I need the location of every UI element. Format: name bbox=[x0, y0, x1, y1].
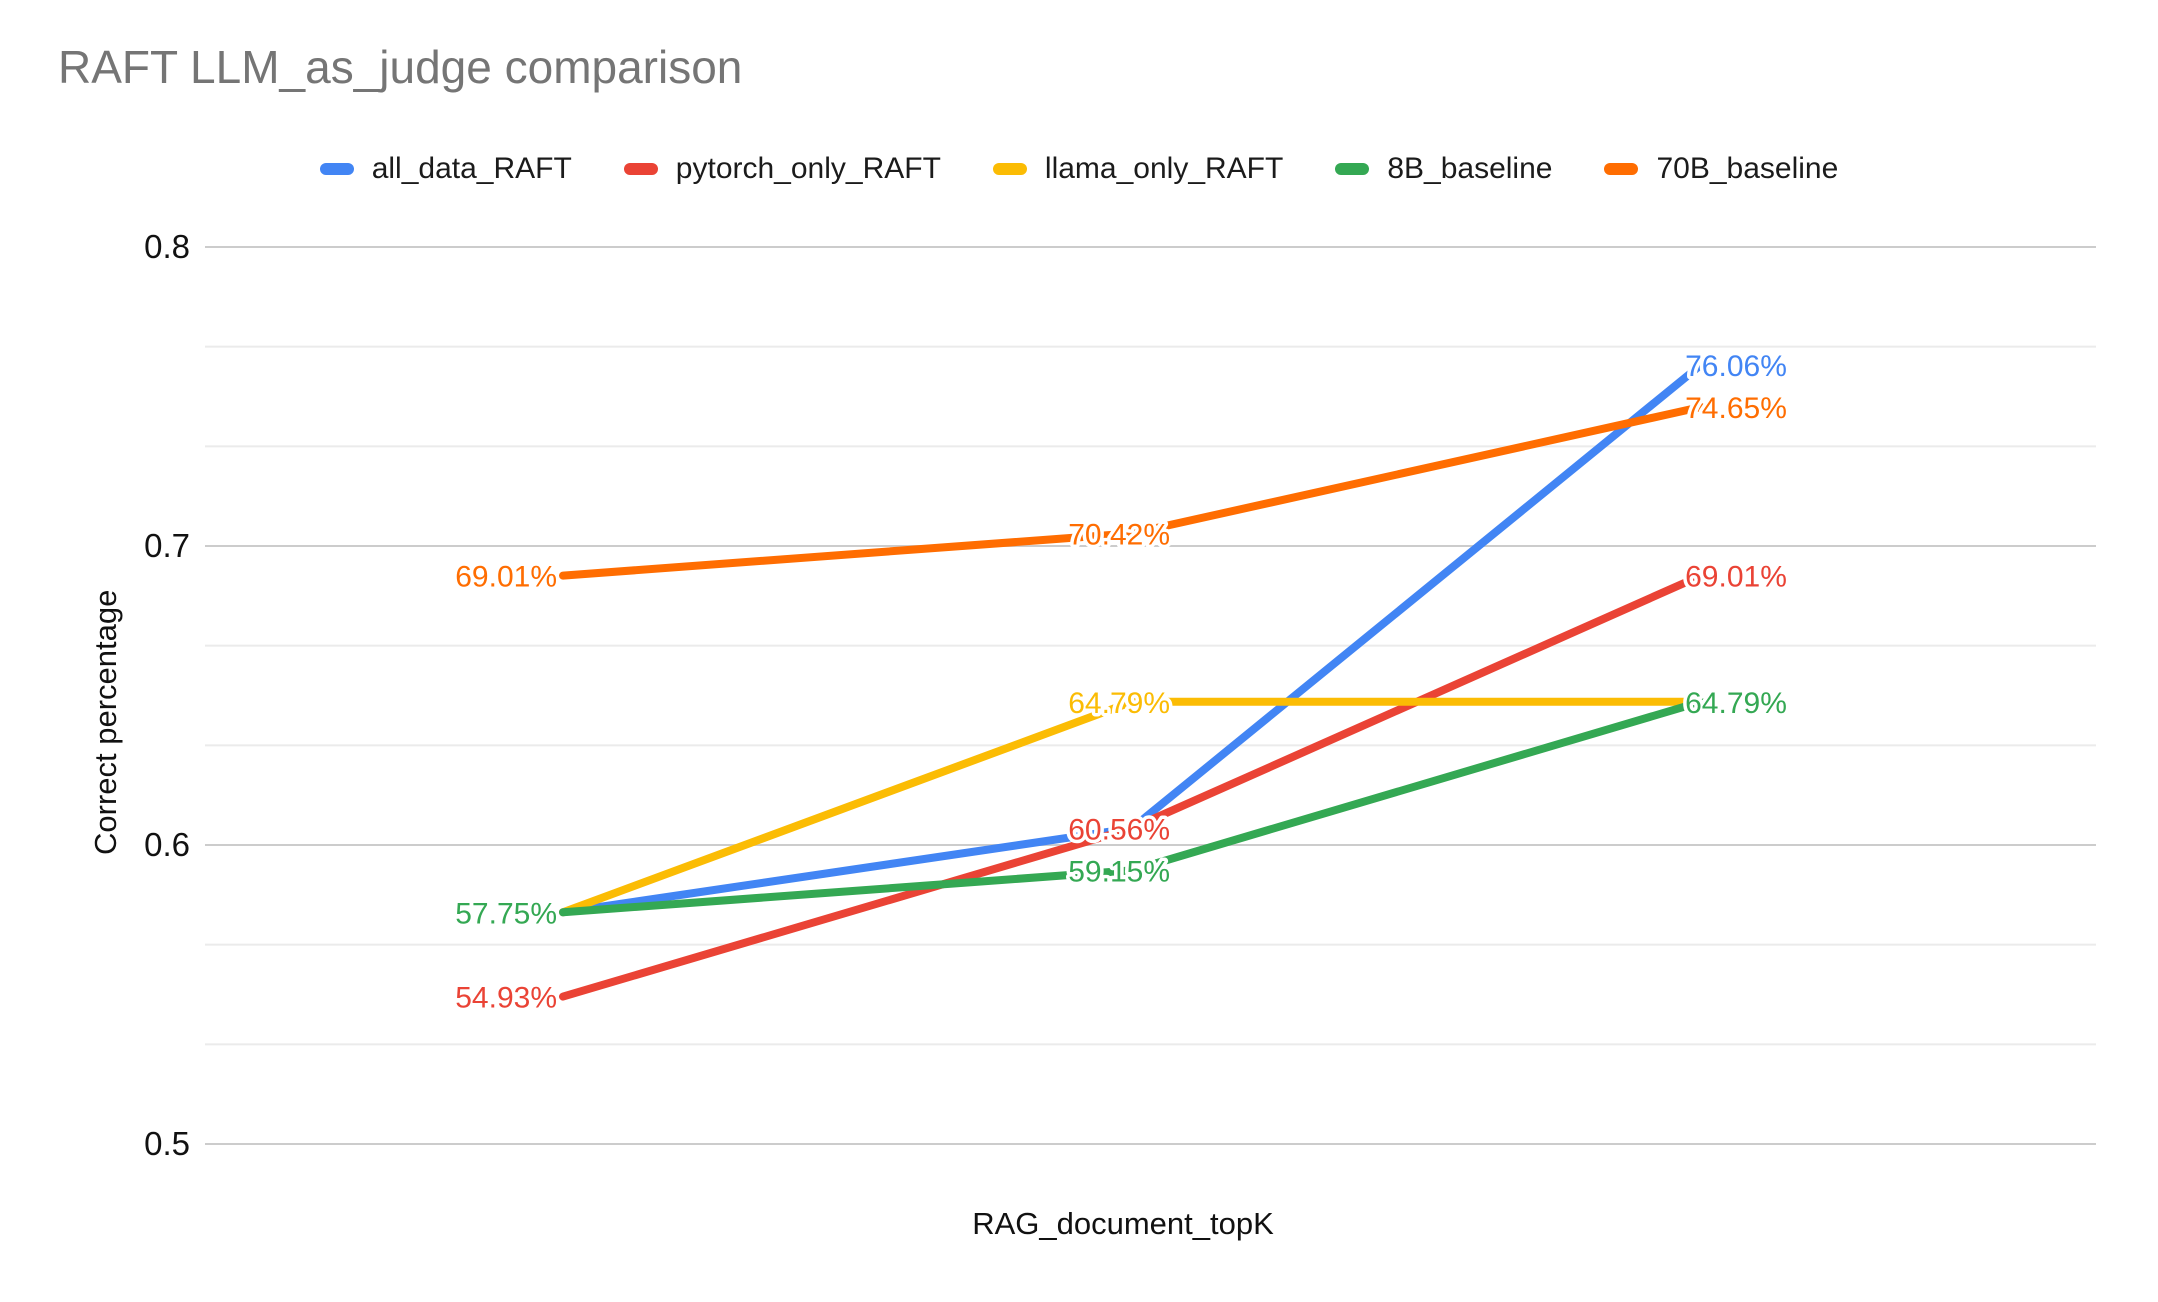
legend-item-70B_baseline: 70B_baseline bbox=[1604, 152, 1838, 186]
data-label-llama_only_RAFT-1: 64.79% bbox=[1068, 687, 1170, 720]
legend-swatch-icon bbox=[1335, 163, 1370, 175]
chart-title: RAFT LLM_as_judge comparison bbox=[58, 41, 743, 93]
minor-gridlines bbox=[205, 345, 2096, 1046]
legend-label: 70B_baseline bbox=[1656, 152, 1839, 185]
legend-item-llama_only_RAFT: llama_only_RAFT bbox=[992, 152, 1284, 186]
series-line-70B_baseline bbox=[559, 403, 1705, 580]
data-label-70B_baseline-2: 74.65% bbox=[1685, 392, 1787, 425]
series-line-8B_baseline bbox=[559, 697, 1705, 917]
y-axis-title: Correct percentage bbox=[88, 589, 123, 855]
data-label-pytorch_only_RAFT-2: 69.01% bbox=[1685, 561, 1787, 594]
series-line-llama_only_RAFT bbox=[559, 697, 1705, 917]
data-label-pytorch_only_RAFT-0: 54.93% bbox=[455, 982, 557, 1015]
data-label-pytorch_only_RAFT-1: 60.56% bbox=[1068, 813, 1170, 846]
series-line-pytorch_only_RAFT bbox=[559, 571, 1705, 1001]
data-label-8B_baseline-2: 64.79% bbox=[1685, 687, 1787, 720]
legend-swatch-icon bbox=[319, 163, 354, 175]
legend-label: 8B_baseline bbox=[1387, 152, 1553, 185]
legend-label: all_data_RAFT bbox=[371, 152, 572, 185]
legend-item-8B_baseline: 8B_baseline bbox=[1335, 152, 1552, 186]
data-label-70B_baseline-0: 69.01% bbox=[455, 561, 557, 594]
legend-swatch-icon bbox=[623, 163, 658, 175]
legend-label: pytorch_only_RAFT bbox=[675, 152, 941, 185]
data-label-all_data_RAFT-2: 76.06% bbox=[1685, 350, 1787, 383]
y-tick-label: 0.7 bbox=[144, 527, 190, 564]
chart-legend: all_data_RAFT pytorch_only_RAFT llama_only… bbox=[0, 152, 2158, 186]
y-tick-label: 0.8 bbox=[144, 228, 190, 265]
y-tick-label: 0.6 bbox=[144, 826, 190, 863]
legend-label: llama_only_RAFT bbox=[1044, 152, 1284, 185]
y-axis-tick-labels: 0.8 0.7 0.6 0.5 bbox=[144, 228, 190, 1162]
legend-swatch-icon bbox=[1604, 163, 1639, 175]
legend-item-pytorch_only_RAFT: pytorch_only_RAFT bbox=[623, 152, 941, 186]
x-axis-title: RAG_document_topK bbox=[972, 1206, 1274, 1241]
data-label-8B_baseline-0: 57.75% bbox=[455, 897, 557, 930]
data-label-8B_baseline-1: 59.15% bbox=[1068, 855, 1170, 888]
major-gridlines bbox=[205, 246, 2096, 1145]
data-label-70B_baseline-1: 70.42% bbox=[1068, 518, 1170, 551]
legend-item-all_data_RAFT: all_data_RAFT bbox=[319, 152, 572, 186]
legend-swatch-icon bbox=[992, 163, 1027, 175]
y-tick-label: 0.5 bbox=[144, 1125, 190, 1162]
